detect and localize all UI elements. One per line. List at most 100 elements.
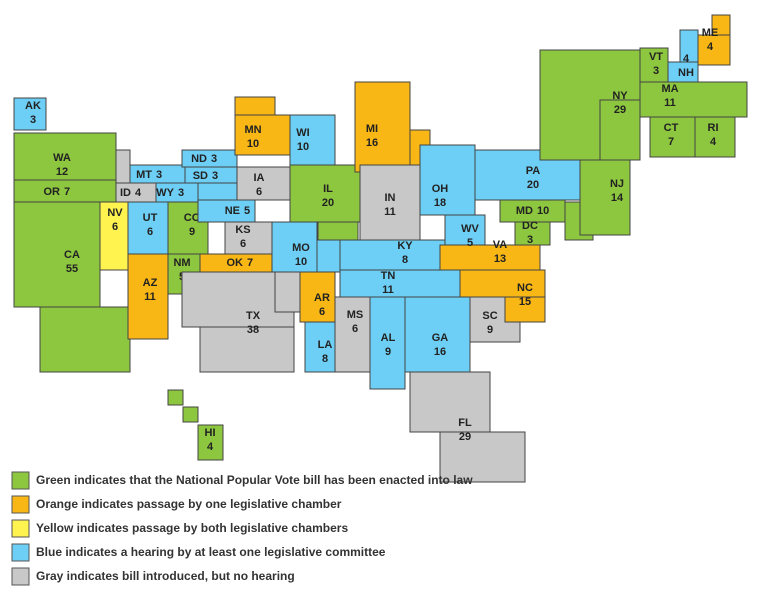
state-shape <box>39 306 131 373</box>
state-shape <box>639 81 748 118</box>
state: NC 15 <box>459 269 546 323</box>
state-abbr: MS <box>347 309 364 321</box>
state-votes: 6 <box>319 306 325 318</box>
state-abbr: KS <box>235 224 250 236</box>
state: OK 7 <box>199 253 276 273</box>
state-votes: 11 <box>144 291 156 303</box>
state-votes: 29 <box>459 431 471 443</box>
legend-text: Blue indicates a hearing by at least one… <box>36 545 386 559</box>
state-votes: 6 <box>256 186 262 198</box>
state-shape <box>13 97 47 131</box>
state-abbr: DC <box>522 220 538 232</box>
state: TX 38 <box>181 271 301 373</box>
state-shape <box>182 406 199 423</box>
state-votes: 7 <box>668 136 674 148</box>
state: AL 9 <box>369 296 406 390</box>
state-abbr: NM <box>173 257 190 269</box>
state-votes: 3 <box>527 234 533 246</box>
state-abbr: NC <box>517 282 533 294</box>
state-votes: 10 <box>537 205 549 217</box>
state-abbr: TX <box>246 310 261 322</box>
state-shape <box>289 164 361 223</box>
state-shape <box>697 34 731 66</box>
state-abbr: AR <box>314 292 330 304</box>
state-votes: 6 <box>240 238 246 250</box>
state-shape <box>459 269 546 298</box>
state-abbr: WI <box>296 127 309 139</box>
state-abbr: CT <box>664 122 679 134</box>
state-shape <box>514 221 551 246</box>
state-shape <box>234 114 291 156</box>
state: IL 20 <box>289 164 361 241</box>
state-shape <box>369 296 406 390</box>
state: RI 4 <box>694 116 736 158</box>
state-shape <box>419 144 476 216</box>
state-abbr: GA <box>432 332 449 344</box>
state-abbr: HI <box>205 427 216 439</box>
state-shape <box>127 253 169 340</box>
state: MT 3 <box>129 164 186 184</box>
state: IN 11 <box>359 164 421 241</box>
state-shape <box>711 14 731 36</box>
state-abbr: ND <box>191 153 207 165</box>
state-votes: 38 <box>247 324 259 336</box>
state-abbr: MT <box>136 169 152 181</box>
legend-swatch <box>11 567 30 586</box>
state-votes: 4 <box>207 441 214 453</box>
state-abbr: VT <box>649 51 663 63</box>
state-votes: 8 <box>402 254 408 266</box>
state: KY 8 <box>339 239 446 271</box>
state-abbr: AL <box>381 332 396 344</box>
state: IA 6 <box>236 166 291 201</box>
state: OH 18 <box>419 144 476 216</box>
state-votes: 14 <box>611 192 624 204</box>
state: ME 4 <box>697 14 731 66</box>
state-abbr: MN <box>244 124 261 136</box>
state-abbr: MA <box>661 83 678 95</box>
state-abbr: AZ <box>143 277 158 289</box>
state: KS 6 <box>224 221 274 255</box>
state: MA 11 <box>639 81 748 118</box>
state-votes: 10 <box>295 256 307 268</box>
state-votes: 9 <box>487 324 493 336</box>
state-votes: 3 <box>178 187 184 199</box>
state-votes: 4 <box>683 53 690 65</box>
state-shape <box>354 81 411 173</box>
state-abbr: WA <box>53 152 71 164</box>
state: AR 6 <box>299 271 336 323</box>
state-abbr: IL <box>323 183 333 195</box>
state-votes: 9 <box>385 346 391 358</box>
state-abbr: IN <box>385 192 396 204</box>
state-shape <box>404 296 471 373</box>
state-abbr: NY <box>612 90 628 102</box>
legend-swatch <box>11 543 30 562</box>
state-shape <box>339 239 446 271</box>
state: VA 13 <box>439 239 541 271</box>
state-abbr: NJ <box>610 178 624 190</box>
state: WA 12 <box>13 132 117 181</box>
state-abbr: ID <box>120 187 131 199</box>
state-abbr: TN <box>381 270 396 282</box>
state-votes: 3 <box>156 169 162 181</box>
state-shape <box>439 431 526 483</box>
state-shape <box>649 116 696 158</box>
state-abbr: SD <box>193 170 208 182</box>
state: CO 9 <box>167 201 209 255</box>
state-abbr: UT <box>143 212 158 224</box>
state-shape <box>274 271 301 313</box>
state-abbr: AK <box>25 100 41 112</box>
state-votes: 4 <box>707 41 714 53</box>
state: GA 16 <box>404 296 471 373</box>
state-abbr: FL <box>458 417 472 429</box>
state-votes: 16 <box>366 137 378 149</box>
state: NE 5 <box>197 199 256 223</box>
state: NV 6 <box>99 201 129 271</box>
state: VT 3 <box>639 47 669 83</box>
state-abbr: NV <box>107 207 123 219</box>
state: MO 10 <box>271 221 341 273</box>
state-shape <box>439 244 541 271</box>
state-abbr: PA <box>526 165 541 177</box>
legend-swatch <box>11 495 30 514</box>
state-votes: 3 <box>30 114 36 126</box>
state: HI 4 <box>167 389 224 461</box>
